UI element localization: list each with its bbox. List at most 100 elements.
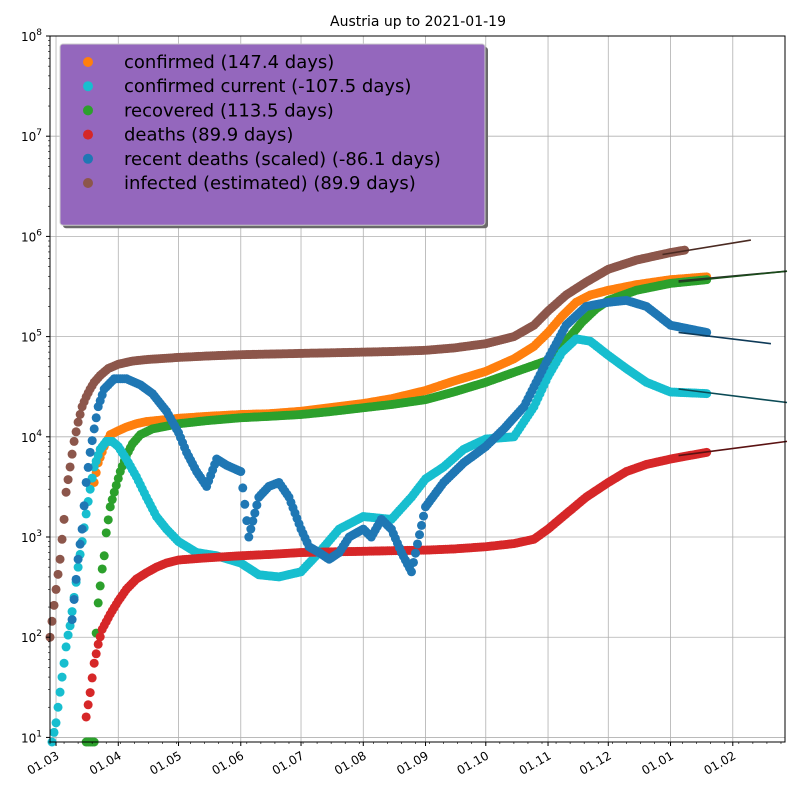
data-point (57, 534, 67, 544)
data-point (57, 672, 67, 682)
data-point (81, 477, 91, 487)
data-point (47, 616, 57, 626)
data-point (71, 427, 81, 437)
data-point (81, 712, 91, 722)
trend-line (678, 270, 788, 283)
data-point (69, 594, 79, 604)
data-point (419, 511, 429, 521)
data-point (79, 501, 89, 511)
data-point (85, 447, 95, 457)
data-point (93, 639, 103, 649)
trend-lines (662, 239, 788, 457)
data-point (83, 700, 93, 710)
data-point (91, 413, 101, 423)
data-point (83, 462, 93, 472)
plot-area (45, 245, 712, 747)
data-point (49, 600, 59, 610)
trend-line (678, 388, 788, 404)
data-point (73, 562, 83, 572)
y-tick-label: 106 (21, 228, 42, 244)
data-point (101, 528, 111, 538)
data-point (113, 473, 123, 483)
data-point (105, 502, 115, 512)
legend-marker (83, 81, 93, 92)
data-point (244, 532, 254, 542)
data-point (408, 557, 418, 567)
data-point (61, 487, 71, 497)
data-point (85, 484, 95, 494)
data-point (107, 495, 117, 505)
data-point (77, 524, 87, 534)
legend-label: infected (estimated) (89.9 days) (124, 173, 416, 194)
data-point (240, 499, 250, 509)
data-point (69, 436, 79, 446)
data-point (67, 449, 77, 459)
data-point (99, 551, 109, 561)
data-point (87, 673, 97, 683)
legend: confirmed (147.4 days) confirmed current … (59, 43, 488, 229)
y-tick-label: 108 (21, 28, 42, 44)
data-point (89, 658, 99, 668)
data-point (67, 615, 77, 625)
data-point (63, 475, 73, 485)
data-point (95, 581, 105, 591)
legend-marker (83, 178, 93, 188)
data-point (109, 487, 119, 497)
trend-line (678, 440, 788, 457)
legend-label: confirmed (147.4 days) (124, 52, 334, 73)
data-point (75, 409, 85, 419)
data-point (89, 424, 99, 434)
data-point (55, 554, 65, 564)
data-point (67, 607, 77, 617)
data-point (103, 515, 113, 525)
legend-marker (83, 57, 93, 67)
legend-box (59, 43, 486, 226)
data-point (252, 500, 262, 510)
y-tick-label: 102 (21, 629, 42, 645)
data-point (49, 727, 59, 737)
data-point (81, 509, 91, 519)
series-3 (47, 334, 712, 747)
data-point (53, 569, 63, 579)
y-tick-label: 107 (21, 128, 42, 144)
data-point (250, 508, 260, 518)
data-point (87, 436, 97, 446)
legend-marker (83, 153, 93, 164)
data-point (61, 642, 71, 652)
data-point (406, 567, 416, 577)
data-point (75, 539, 85, 549)
y-tick-label: 105 (21, 329, 42, 345)
series-5 (67, 295, 712, 625)
data-point (65, 462, 75, 472)
trend-line (678, 331, 772, 345)
data-point (55, 687, 65, 697)
legend-marker (83, 129, 93, 140)
data-point (53, 702, 63, 712)
data-point (71, 574, 81, 584)
legend-label: recent deaths (scaled) (-86.1 days) (124, 149, 441, 170)
legend-marker (83, 105, 93, 116)
series-4 (81, 447, 712, 722)
legend-label: confirmed current (-107.5 days) (124, 76, 411, 97)
data-point (415, 530, 425, 540)
data-point (248, 516, 258, 526)
series-0 (45, 245, 690, 642)
data-point (238, 483, 248, 493)
data-point (59, 658, 69, 668)
trend-line (662, 239, 751, 256)
data-point (73, 417, 83, 427)
y-tick-label: 103 (21, 529, 42, 545)
data-point (111, 480, 121, 490)
data-point (93, 598, 103, 608)
chart-title: Austria up to 2021-01-19 (330, 14, 506, 30)
data-point (236, 467, 246, 477)
data-point (410, 548, 420, 558)
data-point (85, 688, 95, 698)
data-point (246, 524, 256, 534)
legend-label: deaths (89.9 days) (124, 125, 293, 146)
y-tick-label: 101 (21, 729, 42, 745)
data-point (91, 649, 101, 659)
data-point (702, 327, 712, 337)
